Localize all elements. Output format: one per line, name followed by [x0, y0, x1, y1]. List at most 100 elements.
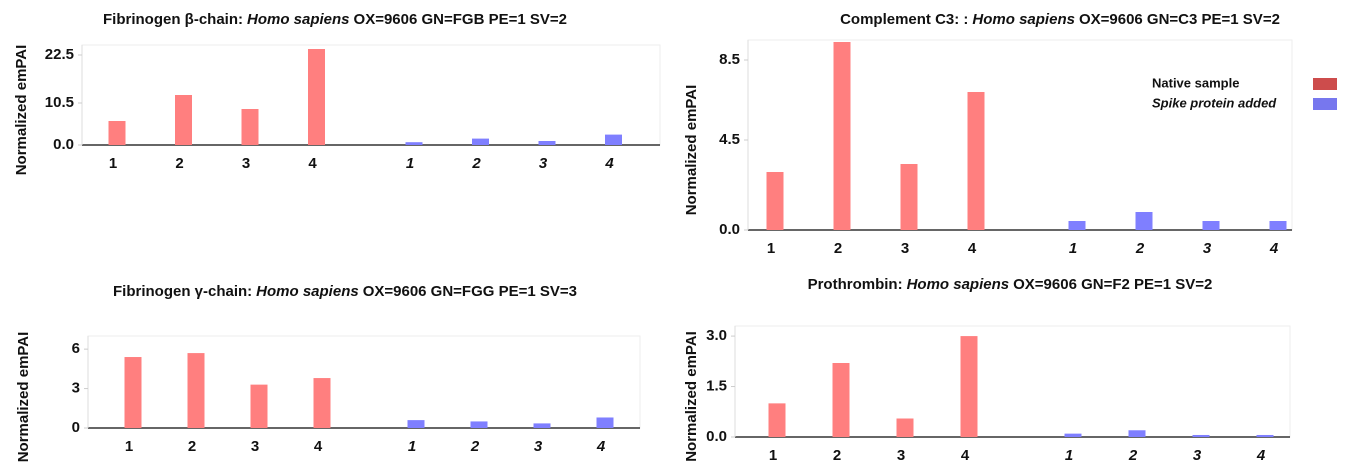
chart-title: Prothrombin: Homo sapiens OX=9606 GN=F2 PE…	[808, 276, 1213, 293]
plot-frame	[81, 44, 661, 146]
bar	[1192, 434, 1210, 437]
bar	[472, 138, 489, 145]
plot-frame	[747, 39, 1293, 231]
x-tick-label: 4	[1256, 447, 1266, 464]
bar	[250, 384, 268, 428]
legend-swatch	[1313, 78, 1337, 90]
x-tick-label: 3	[539, 155, 548, 172]
bar	[833, 42, 851, 230]
title-part: Complement C3: :	[840, 11, 968, 28]
y-tick-label: 22.5	[45, 46, 74, 63]
y-tick-label: 0	[72, 419, 80, 436]
y-tick-label: 1.5	[706, 378, 727, 395]
title-part: Homo sapiens	[907, 276, 1010, 293]
bar	[1202, 221, 1220, 230]
x-tick-label: 3	[534, 438, 543, 455]
title-part: Homo sapiens	[256, 283, 359, 300]
y-tick-label: 4.5	[719, 131, 740, 148]
y-axis-label: Normalized emPAI	[15, 332, 32, 463]
x-tick-label: 4	[604, 155, 614, 172]
x-tick-label: 2	[175, 155, 183, 172]
title-part: OX=9606 GN=FGB PE=1 SV=2	[354, 11, 567, 28]
y-tick-label: 0.0	[706, 428, 727, 445]
chart-title: Fibrinogen β-chain: Homo sapiens OX=9606 G…	[103, 11, 567, 28]
y-tick-label: 6	[72, 340, 80, 357]
title-part: Fibrinogen γ-chain:	[113, 283, 252, 300]
plot-frame	[734, 325, 1291, 438]
y-tick-label: 8.5	[719, 51, 740, 68]
x-tick-label: 3	[901, 240, 909, 257]
x-tick-label: 3	[1193, 447, 1202, 464]
bar	[896, 418, 914, 437]
x-tick-label: 2	[834, 240, 842, 257]
title-part: Homo sapiens	[247, 11, 350, 28]
x-tick-label: 1	[767, 240, 775, 257]
bar	[187, 353, 205, 428]
title-part: Homo sapiens	[972, 11, 1075, 28]
bar	[1064, 433, 1082, 437]
x-tick-label: 4	[596, 438, 606, 455]
bar	[596, 417, 614, 428]
bar	[313, 378, 331, 428]
y-tick-label: 0.0	[719, 221, 740, 238]
y-tick-label: 3.0	[706, 327, 727, 344]
bar	[308, 49, 325, 145]
x-tick-label: 2	[470, 438, 480, 455]
y-tick-label: 10.5	[45, 94, 74, 111]
legend-label: Spike protein added	[1152, 95, 1277, 110]
bar	[405, 142, 423, 145]
x-tick-label: 1	[1069, 240, 1077, 257]
y-axis-label: Normalized emPAI	[683, 85, 700, 216]
bar	[960, 336, 978, 437]
x-tick-label: 1	[406, 155, 414, 172]
chart-title: Fibrinogen γ-chain: Homo sapiens OX=9606 G…	[113, 283, 577, 300]
y-axis-label: Normalized emPAI	[13, 45, 30, 176]
x-tick-label: 3	[251, 438, 259, 455]
y-tick-label: 3	[72, 380, 80, 397]
x-tick-label: 4	[961, 447, 970, 464]
title-part: OX=9606 GN=FGG PE=1 SV=3	[363, 283, 577, 300]
bar	[470, 421, 488, 428]
x-tick-label: 2	[1135, 240, 1145, 257]
bar	[832, 363, 850, 437]
bar	[1128, 430, 1146, 437]
x-tick-label: 3	[897, 447, 905, 464]
bar	[605, 134, 622, 145]
bar	[108, 121, 126, 145]
x-tick-label: 2	[833, 447, 841, 464]
bar	[538, 141, 556, 145]
x-tick-label: 2	[471, 155, 481, 172]
y-tick-label: 0.0	[53, 136, 74, 153]
x-tick-label: 4	[968, 240, 977, 257]
bar	[1269, 221, 1287, 230]
bar	[175, 95, 192, 145]
bar	[407, 420, 425, 428]
x-tick-label: 4	[314, 438, 323, 455]
bar	[1256, 434, 1274, 437]
bar	[533, 423, 551, 428]
x-tick-label: 2	[1128, 447, 1138, 464]
bar	[967, 92, 985, 230]
x-tick-label: 1	[408, 438, 416, 455]
x-tick-label: 2	[188, 438, 196, 455]
bar	[1068, 221, 1086, 230]
x-tick-label: 1	[125, 438, 133, 455]
title-part: OX=9606 GN=C3 PE=1 SV=2	[1079, 11, 1280, 28]
title-part: Fibrinogen β-chain:	[103, 11, 243, 28]
x-tick-label: 1	[769, 447, 777, 464]
legend-label: Native sample	[1152, 75, 1239, 90]
x-tick-label: 3	[1203, 240, 1212, 257]
bar	[766, 172, 784, 230]
bar	[124, 357, 142, 428]
bar	[1135, 212, 1153, 230]
title-part: OX=9606 GN=F2 PE=1 SV=2	[1013, 276, 1212, 293]
bar	[241, 109, 259, 145]
chart-title: Complement C3: : Homo sapiens OX=9606 GN=C…	[840, 11, 1280, 28]
x-tick-label: 1	[109, 155, 117, 172]
x-tick-label: 4	[308, 155, 317, 172]
x-tick-label: 4	[1269, 240, 1279, 257]
bar	[900, 164, 918, 230]
x-tick-label: 3	[242, 155, 250, 172]
legend-swatch	[1313, 98, 1337, 110]
